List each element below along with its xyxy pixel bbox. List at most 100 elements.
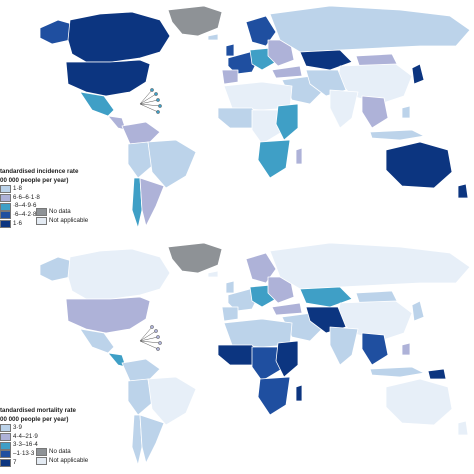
region-russia: [269, 5, 471, 53]
region-greenland: [167, 5, 223, 37]
legend-bin-label: –1·13·3: [13, 449, 35, 457]
legend-bin-label: 3·9: [13, 424, 22, 432]
legend-not-applicable-label: Not applicable: [49, 217, 89, 224]
legend-no-data: No data: [36, 448, 71, 457]
legend-row-4: –1·13·3: [0, 450, 76, 459]
region-mexico: [79, 91, 115, 117]
legend-bin-label: 1·6: [13, 219, 22, 227]
region-turkey-caucasus: [271, 65, 303, 79]
region-scandinavia: [245, 252, 277, 284]
legend-swatch: [0, 424, 11, 433]
legend-swatch: [0, 219, 11, 228]
region-brazil: [147, 139, 197, 189]
incidence-map-panel: tandardised incidence rate 00 000 people…: [0, 5, 471, 229]
legend-no-data-label: No data: [49, 208, 71, 215]
region-canada: [67, 248, 171, 300]
legend-bin-label: ·8–4·9·6: [13, 202, 37, 210]
region-southeast-asia: [361, 332, 389, 366]
legend-bin-label: 3·3–16·4: [13, 441, 38, 449]
legend-row-4: ·6–4·2·8: [0, 211, 78, 220]
region-southern-africa: [257, 376, 291, 416]
region-southeast-asia: [361, 95, 389, 129]
region-iceland: [207, 33, 219, 41]
incidence-legend: tandardised incidence rate 00 000 people…: [0, 168, 78, 228]
region-colombia-venezuela: [121, 121, 161, 145]
region-papua: [427, 368, 447, 380]
region-southern-africa: [257, 139, 291, 179]
region-new-zealand: [457, 183, 469, 199]
mortality-world-map: [0, 237, 474, 474]
legend-title-line2: 00 000 people per year): [0, 415, 69, 423]
legend-swatch: [36, 208, 47, 217]
region-east-africa: [275, 103, 299, 141]
region-iceland: [207, 270, 219, 278]
region-australia: [385, 378, 453, 426]
region-argentina: [139, 414, 165, 464]
region-usa: [65, 296, 151, 334]
region-india: [329, 326, 359, 366]
legend-swatch: [0, 458, 11, 467]
region-mexico: [79, 328, 115, 354]
legend-swatch: [0, 433, 11, 442]
legend-not-applicable-label: Not applicable: [49, 457, 89, 464]
region-japan-korea: [411, 300, 425, 322]
region-new-zealand: [457, 420, 469, 436]
legend-swatch: [0, 450, 11, 459]
mortality-legend: tandardised mortality rate 00 000 people…: [0, 407, 76, 467]
legend-row-1: 3·9: [0, 424, 76, 433]
legend-bin-label: 7: [13, 458, 17, 466]
legend-row-3: 3·3–16·4: [0, 441, 76, 450]
legend-swatch: [36, 217, 47, 226]
legend-swatch: [0, 194, 11, 203]
legend-swatch: [36, 457, 47, 466]
legend-not-applicable: Not applicable: [36, 217, 88, 226]
region-iberia: [221, 306, 239, 322]
region-australia: [385, 141, 453, 189]
region-russia: [269, 242, 471, 290]
legend-bin-label: ·6–4·2·8: [13, 210, 37, 218]
region-turkey-caucasus: [271, 302, 303, 316]
region-chile: [131, 414, 143, 466]
legend-row-2: 4·4–21·9: [0, 433, 76, 442]
region-japan-korea: [411, 63, 425, 85]
legend-row-2: 6·6–6·1·8: [0, 194, 78, 203]
region-indonesia: [369, 366, 425, 378]
legend-swatch: [36, 448, 47, 457]
legend-swatch: [0, 211, 11, 220]
region-usa: [65, 59, 151, 97]
region-madagascar: [295, 147, 303, 165]
region-philippines: [401, 342, 411, 356]
legend-bin-label: 4·4–21·9: [13, 432, 38, 440]
region-india: [329, 89, 359, 129]
legend-not-applicable: Not applicable: [36, 457, 88, 466]
small-island-callouts: [139, 325, 162, 351]
region-philippines: [401, 105, 411, 119]
region-central-africa: [251, 346, 283, 382]
region-chile: [131, 177, 143, 229]
region-peru-bolivia: [127, 141, 153, 179]
legend-bin-label: 6·6–6·1·8: [13, 193, 40, 201]
region-iberia: [221, 69, 239, 85]
legend-title-line1: tandardised incidence rate: [0, 168, 79, 175]
legend-no-data-label: No data: [49, 448, 71, 455]
legend-row-5: 7: [0, 459, 76, 468]
region-peru-bolivia: [127, 378, 153, 416]
legend-bin-label: 1·8: [13, 185, 22, 193]
small-island-callouts: [139, 88, 162, 114]
region-east-africa: [275, 340, 299, 378]
incidence-world-map: [40, 5, 471, 229]
legend-row-3: ·8–4·9·6: [0, 202, 78, 211]
region-scandinavia: [245, 15, 277, 47]
legend-swatch: [0, 185, 11, 194]
legend-title-line1: tandardised mortality rate: [0, 407, 76, 414]
region-madagascar: [295, 384, 303, 402]
region-canada: [67, 11, 171, 63]
region-uk: [225, 43, 235, 57]
region-brazil: [147, 376, 197, 426]
legend-swatch: [0, 202, 11, 211]
region-uk: [225, 280, 235, 294]
region-greenland: [167, 242, 223, 274]
legend-row-1: 1·8: [0, 185, 78, 194]
legend-swatch: [0, 441, 11, 450]
mortality-map-panel: tandardised mortality rate 00 000 people…: [0, 237, 474, 474]
